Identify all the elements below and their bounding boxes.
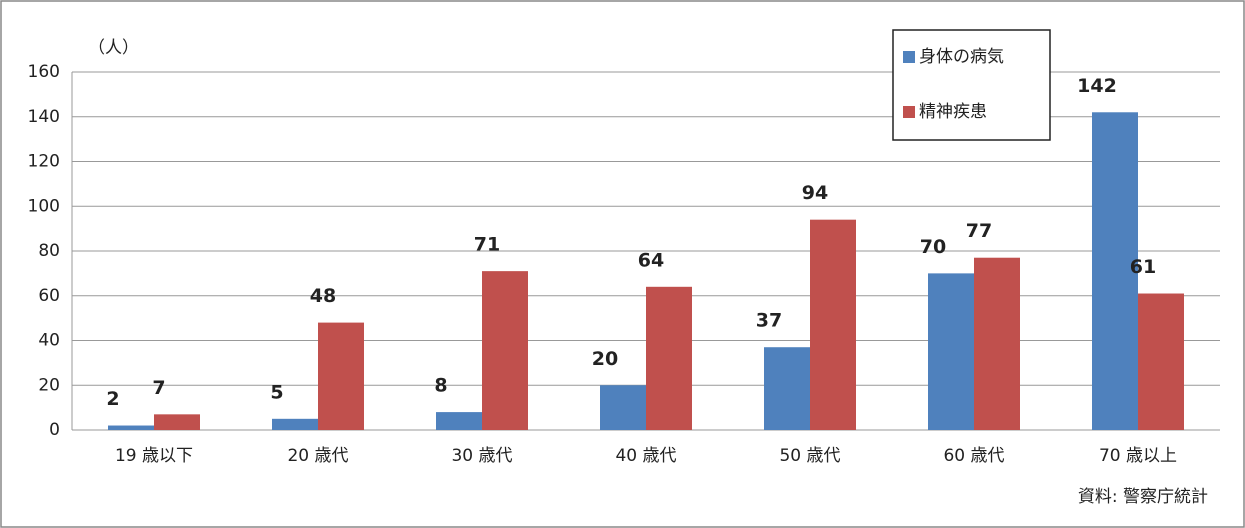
legend-swatch <box>903 106 915 118</box>
source-note: 資料: 警察庁統計 <box>1078 487 1208 507</box>
bar <box>974 257 1020 430</box>
value-label: 71 <box>474 234 500 256</box>
bar <box>600 385 646 430</box>
y-tick-label: 40 <box>38 331 60 351</box>
y-tick-label: 80 <box>38 241 60 261</box>
x-tick-label: 19 歳以下 <box>115 446 193 466</box>
x-tick-label: 50 歳代 <box>779 446 840 466</box>
y-unit-label: （人） <box>88 38 139 58</box>
value-label: 61 <box>1130 256 1156 278</box>
x-tick-label: 70 歳以上 <box>1099 446 1177 466</box>
bar <box>810 219 856 430</box>
y-tick-label: 0 <box>49 420 60 440</box>
bar <box>928 273 974 430</box>
bar <box>482 271 528 430</box>
y-tick-label: 140 <box>28 107 60 127</box>
value-label: 142 <box>1077 75 1117 97</box>
value-label: 37 <box>756 310 782 332</box>
x-tick-label: 60 歳代 <box>943 446 1004 466</box>
legend-swatch <box>903 51 915 63</box>
y-tick-label: 100 <box>28 196 60 216</box>
x-tick-label: 30 歳代 <box>451 446 512 466</box>
bar <box>1092 112 1138 431</box>
bar <box>108 425 154 430</box>
bar <box>272 418 318 430</box>
legend-label: 身体の病気 <box>919 47 1004 67</box>
value-label: 48 <box>310 285 336 307</box>
value-label: 64 <box>638 249 664 271</box>
bar <box>436 412 482 430</box>
bar <box>1138 293 1184 430</box>
x-tick-label: 40 歳代 <box>615 446 676 466</box>
value-label: 70 <box>920 236 946 258</box>
y-tick-label: 20 <box>38 375 60 395</box>
bar <box>764 347 810 430</box>
bar <box>318 322 364 430</box>
legend-box <box>892 29 1051 141</box>
legend-label: 精神疾患 <box>919 102 987 122</box>
y-tick-label: 60 <box>38 286 60 306</box>
x-tick-label: 20 歳代 <box>287 446 348 466</box>
bar <box>646 286 692 430</box>
value-label: 5 <box>270 381 283 403</box>
y-tick-label: 120 <box>28 152 60 172</box>
value-label: 8 <box>434 375 447 397</box>
value-label: 20 <box>592 348 618 370</box>
value-label: 94 <box>802 182 828 204</box>
value-label: 7 <box>152 377 165 399</box>
value-label: 77 <box>966 220 992 242</box>
y-tick-label: 160 <box>28 62 60 82</box>
bar <box>154 414 200 430</box>
value-label: 2 <box>106 388 119 410</box>
